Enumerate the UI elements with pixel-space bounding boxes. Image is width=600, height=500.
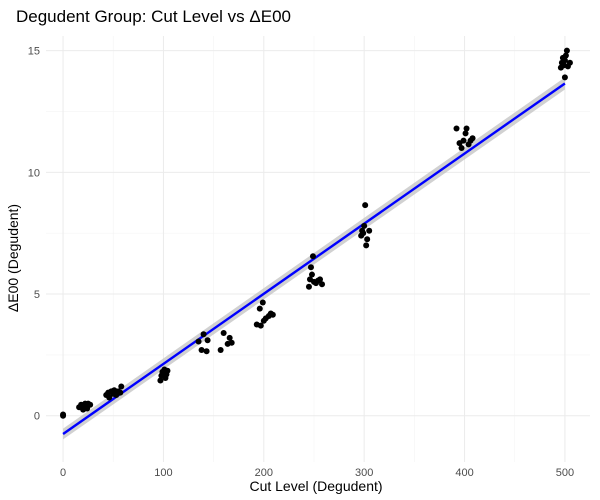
data-point — [453, 125, 460, 132]
data-point — [256, 305, 263, 312]
data-point — [458, 144, 465, 151]
data-point — [117, 389, 124, 396]
data-point — [309, 253, 316, 260]
data-point — [164, 367, 171, 374]
data-point — [269, 311, 276, 318]
y-tick-label: 0 — [34, 411, 40, 423]
data-point — [106, 394, 113, 401]
chart-title: Degudent Group: Cut Level vs ΔE00 — [16, 7, 291, 26]
data-point — [118, 383, 125, 390]
x-tick-label: 100 — [154, 467, 172, 479]
data-point — [561, 57, 568, 64]
data-point — [462, 130, 469, 137]
data-point — [308, 271, 315, 278]
data-point — [469, 135, 476, 142]
data-point — [307, 264, 314, 271]
y-tick-label: 15 — [28, 46, 40, 58]
data-point — [364, 236, 371, 243]
data-point — [563, 47, 570, 54]
grid — [46, 36, 590, 462]
x-tick-label: 400 — [455, 467, 473, 479]
data-point — [220, 329, 227, 336]
x-axis-ticks: 0 100 200 300 400 500 — [60, 467, 574, 479]
data-point — [361, 222, 368, 229]
data-point — [226, 334, 233, 341]
data-point — [561, 74, 568, 81]
points-layer — [60, 47, 573, 419]
y-tick-label: 5 — [34, 289, 40, 301]
x-axis-title: Cut Level (Degudent) — [249, 478, 382, 494]
data-point — [87, 401, 94, 408]
data-point — [200, 331, 207, 338]
x-tick-label: 500 — [556, 467, 574, 479]
data-point — [360, 230, 367, 237]
data-point — [195, 338, 202, 345]
data-point — [463, 125, 470, 132]
x-tick-label: 300 — [355, 467, 373, 479]
data-point — [198, 347, 205, 354]
data-point — [317, 276, 324, 283]
data-point — [203, 348, 210, 355]
y-axis-ticks: 0 5 10 15 — [28, 46, 40, 423]
data-point — [217, 347, 224, 354]
data-point — [362, 202, 369, 209]
y-tick-label: 10 — [28, 167, 40, 179]
data-point — [204, 337, 211, 344]
data-point — [257, 322, 264, 329]
data-point — [319, 281, 326, 288]
data-point — [60, 411, 67, 418]
data-point — [157, 377, 164, 384]
data-point — [460, 137, 467, 144]
x-tick-label: 200 — [255, 467, 273, 479]
data-point — [363, 242, 370, 249]
x-tick-label: 0 — [60, 467, 66, 479]
data-point — [562, 52, 569, 59]
y-axis-title: ΔE00 (Degudent) — [5, 204, 21, 312]
data-point — [259, 299, 266, 306]
data-point — [366, 227, 373, 234]
data-point — [566, 59, 573, 66]
data-point — [305, 283, 312, 290]
data-point — [228, 339, 235, 346]
